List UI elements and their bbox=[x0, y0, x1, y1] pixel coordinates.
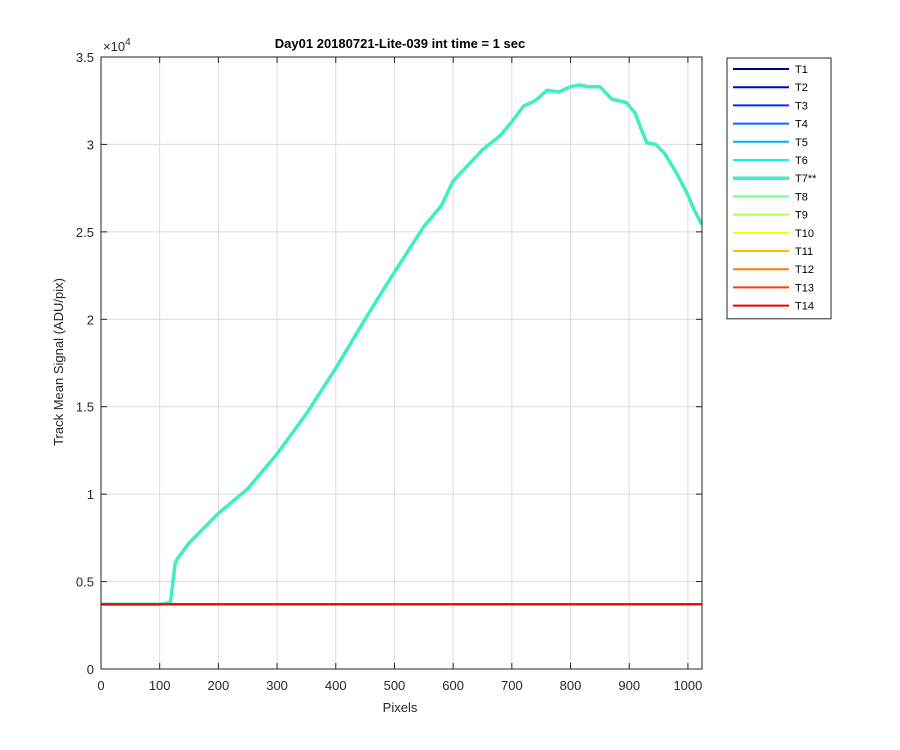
x-tick-label: 800 bbox=[560, 678, 582, 693]
legend-label: T10 bbox=[795, 228, 814, 240]
x-tick-label: 300 bbox=[266, 678, 288, 693]
legend-item-t11: T11 bbox=[733, 246, 813, 258]
y-tick-label: 1 bbox=[87, 487, 94, 502]
legend-label: T11 bbox=[795, 246, 813, 258]
tick-labels: 0 100 200 300 400 500 600 700 800 900 1000 0 0.5 1 1.5… bbox=[76, 50, 702, 693]
y-tick-label: 0.5 bbox=[76, 575, 94, 590]
legend-label: T4 bbox=[795, 119, 808, 131]
legend-label: T7** bbox=[795, 173, 817, 185]
legend-item-t5: T5 bbox=[733, 137, 808, 149]
x-tick-label: 600 bbox=[442, 678, 464, 693]
legend-item-t13: T13 bbox=[733, 282, 814, 294]
y-tick-label: 0 bbox=[87, 662, 94, 677]
legend-item-t9: T9 bbox=[733, 210, 808, 222]
x-tick-label: 1000 bbox=[673, 678, 702, 693]
legend-item-t4: T4 bbox=[733, 119, 808, 131]
y-exponent-base: ×10 bbox=[103, 39, 125, 54]
x-tick-label: 100 bbox=[149, 678, 171, 693]
y-tick-label: 2.5 bbox=[76, 225, 94, 240]
legend-label: T13 bbox=[795, 282, 814, 294]
legend-item-t6: T6 bbox=[733, 155, 808, 167]
x-axis-label: Pixels bbox=[383, 700, 418, 715]
plot-frame bbox=[100, 56, 703, 670]
x-tick-label: 700 bbox=[501, 678, 523, 693]
legend-item-t12: T12 bbox=[733, 264, 814, 276]
legend-item-t3: T3 bbox=[733, 100, 808, 112]
legend-label: T3 bbox=[795, 100, 808, 112]
y-exponent-label: ×104 bbox=[103, 37, 131, 54]
legend-label: T12 bbox=[795, 264, 814, 276]
y-tick-label: 3 bbox=[87, 137, 94, 152]
y-axis-label: Track Mean Signal (ADU/pix) bbox=[51, 278, 66, 446]
x-tick-label: 400 bbox=[325, 678, 347, 693]
ticks bbox=[100, 56, 702, 670]
legend-item-t2: T2 bbox=[733, 82, 808, 94]
series-line-t7 bbox=[101, 83, 702, 607]
x-tick-label: 200 bbox=[208, 678, 230, 693]
y-tick-label: 3.5 bbox=[76, 50, 94, 65]
legend-label: T2 bbox=[795, 82, 808, 94]
legend-item-t1: T1 bbox=[733, 64, 808, 76]
legend-label: T6 bbox=[795, 155, 808, 167]
x-tick-label: 0 bbox=[97, 678, 104, 693]
plot-area bbox=[101, 57, 702, 669]
chart-title: Day01 20180721-Lite-039 int time = 1 sec bbox=[275, 36, 525, 51]
legend-item-t10: T10 bbox=[733, 228, 814, 240]
x-tick-label: 900 bbox=[618, 678, 640, 693]
y-exponent-power: 4 bbox=[125, 37, 131, 48]
legend-label: T14 bbox=[795, 301, 814, 313]
legend-label: T5 bbox=[795, 137, 808, 149]
legend-box bbox=[726, 57, 832, 320]
y-tick-label: 1.5 bbox=[76, 400, 94, 415]
legend-label: T9 bbox=[795, 210, 808, 222]
legend-label: T1 bbox=[795, 64, 808, 76]
series-group bbox=[101, 83, 702, 607]
y-tick-label: 2 bbox=[87, 312, 94, 327]
legend-item-t14: T14 bbox=[733, 301, 814, 313]
legend: T1 T2 T3 T4 T5 T6 T7** T8 T9 T10 T11 T12 T13 T14 bbox=[726, 57, 832, 320]
legend-item-t8: T8 bbox=[733, 191, 808, 203]
x-tick-label: 500 bbox=[384, 678, 406, 693]
legend-item-t7: T7** bbox=[733, 173, 817, 185]
legend-label: T8 bbox=[795, 191, 808, 203]
